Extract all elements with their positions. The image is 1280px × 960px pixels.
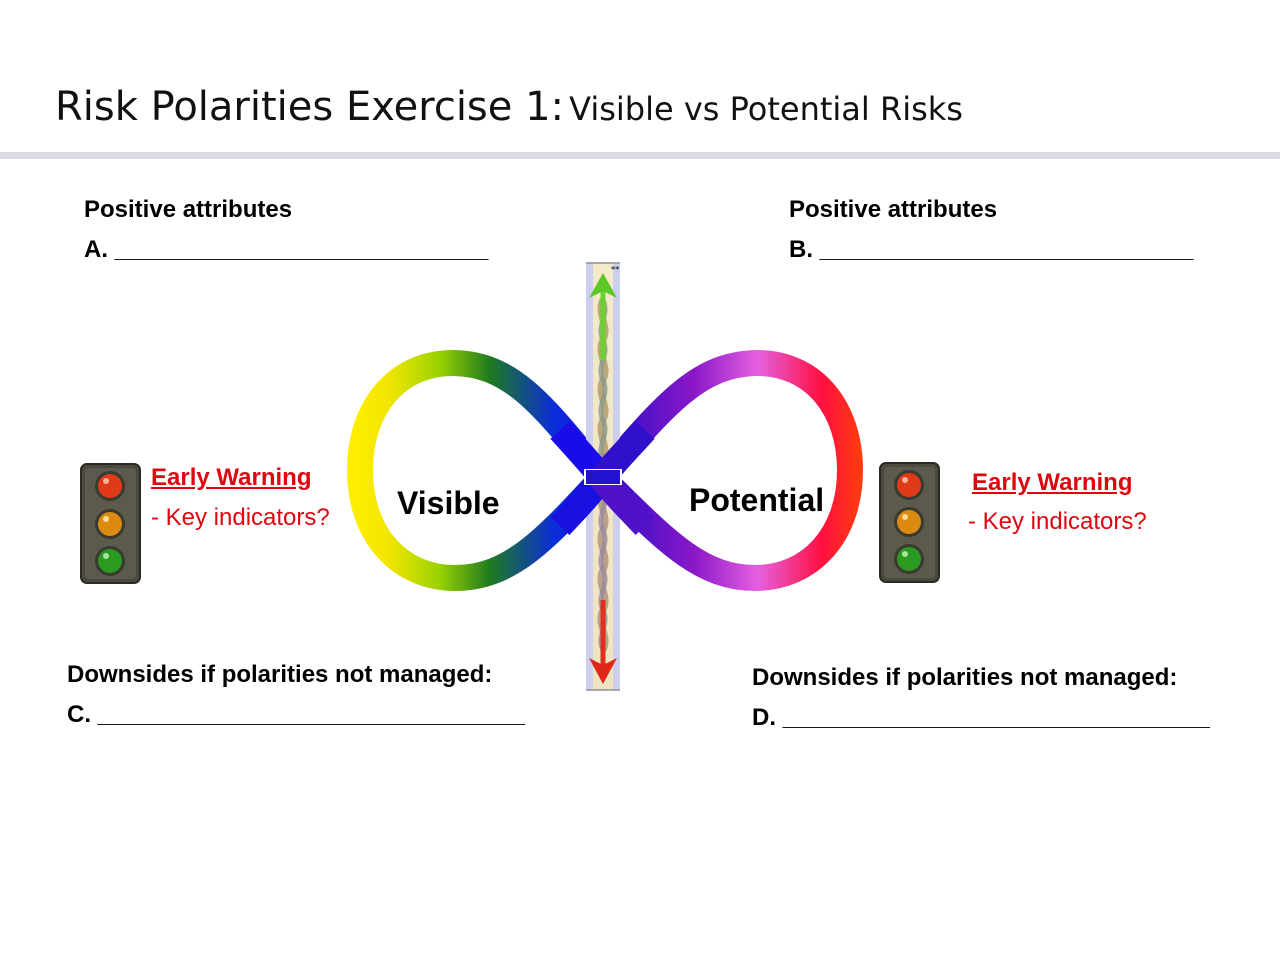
title-divider [0, 152, 1280, 159]
left-early-warning-heading: Early Warning [151, 464, 312, 491]
right-downsides-heading: Downsides if polarities not managed: [752, 664, 1178, 691]
left-downsides-heading: Downsides if polarities not managed: [67, 661, 493, 688]
arrow-marker: ** [611, 265, 620, 274]
title-main: Risk Polarities Exercise 1: [55, 84, 565, 130]
potential-pole-label: Potential [689, 482, 825, 518]
visible-pole-label: Visible [397, 485, 500, 521]
traffic-light-icon [80, 463, 141, 584]
page-title: Risk Polarities Exercise 1: Visible vs P… [55, 84, 963, 130]
left-key-indicators: - Key indicators? [151, 504, 330, 531]
right-downsides-blank-d: D. ________________________________ [752, 704, 1210, 731]
traffic-light-icon [879, 462, 940, 583]
left-positive-heading: Positive attributes [84, 196, 293, 223]
right-positive-blank-b: B. ____________________________ [789, 236, 1194, 263]
right-positive-heading: Positive attributes [789, 196, 998, 223]
right-early-warning-heading: Early Warning [972, 469, 1133, 496]
title-subtitle: Visible vs Potential Risks [569, 90, 963, 128]
left-downsides-blank-c: C. ________________________________ [67, 701, 525, 728]
right-key-indicators: - Key indicators? [968, 508, 1147, 535]
left-positive-blank-a: A. ____________________________ [84, 236, 489, 263]
